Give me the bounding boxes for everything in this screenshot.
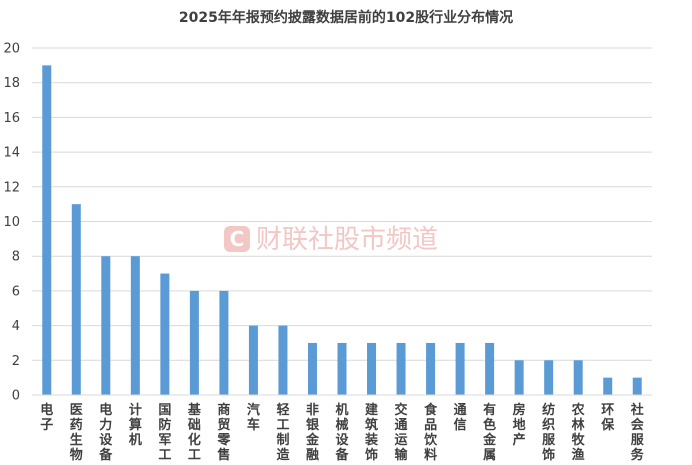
bar-16 <box>485 342 495 395</box>
y-tick-label: 8 <box>12 250 20 265</box>
y-tick-label: 14 <box>3 146 20 161</box>
x-tick-label: 非银金融 <box>305 402 320 463</box>
y-tick-label: 20 <box>3 42 20 57</box>
bar-10 <box>307 342 317 395</box>
x-tick-label: 医药生物 <box>70 403 83 463</box>
bar-5 <box>160 273 170 395</box>
x-tick-label: 有色金属 <box>482 402 497 463</box>
bar-13 <box>396 342 406 395</box>
x-tick-label: 基础化工 <box>187 402 202 463</box>
x-tick-label: 环保 <box>600 403 615 433</box>
bar-6 <box>189 290 199 395</box>
y-tick-label: 16 <box>3 111 20 126</box>
bar-20 <box>603 377 613 395</box>
x-tick-label: 电子 <box>40 402 53 433</box>
bar-12 <box>367 342 377 395</box>
x-tick-label: 通信 <box>454 402 467 433</box>
x-tick-label: 电力设备 <box>98 402 113 463</box>
bar-19 <box>573 360 583 395</box>
bar-3 <box>101 256 111 395</box>
bar-14 <box>426 342 436 395</box>
bar-18 <box>544 360 554 395</box>
bar-4 <box>130 256 140 395</box>
x-tick-label: 社会服务 <box>630 402 645 463</box>
bars <box>42 65 642 395</box>
bar-9 <box>278 325 288 395</box>
gridlines <box>32 47 652 361</box>
x-tick-label: 机械设备 <box>334 402 349 463</box>
x-tick-label: 计算机 <box>129 402 142 448</box>
chart-title: 2025年年报预约披露数据居前的102股行业分布情况 <box>179 9 513 26</box>
x-tick-label: 商贸零售 <box>216 402 231 463</box>
bar-2 <box>71 204 81 395</box>
x-tick-label: 房地产 <box>513 402 526 448</box>
x-tick-label: 食品饮料 <box>423 402 438 463</box>
bar-1 <box>42 65 52 395</box>
x-tick-label: 轻工制造 <box>276 402 290 463</box>
bar-11 <box>337 342 347 395</box>
x-tick-label: 国防军工 <box>158 403 171 463</box>
bar-7 <box>219 290 229 395</box>
watermark-logo-letter: C <box>230 227 245 251</box>
y-tick-label: 6 <box>12 284 20 299</box>
y-tick-label: 10 <box>3 215 20 230</box>
bar-15 <box>455 342 465 395</box>
y-tick-label: 2 <box>12 354 20 369</box>
y-tick-label: 0 <box>12 389 20 404</box>
y-tick-label: 12 <box>3 180 20 195</box>
watermark: C 财联社股市频道 <box>224 225 438 255</box>
y-axis-ticks: 0 2 4 6 8 10 12 14 16 18 20 <box>3 42 20 404</box>
y-tick-label: 4 <box>12 319 20 334</box>
x-tick-label: 建筑装饰 <box>364 402 378 463</box>
y-tick-label: 18 <box>3 76 20 91</box>
bar-21 <box>632 377 642 395</box>
watermark-text: 财联社股市频道 <box>256 225 438 255</box>
x-tick-label: 农林牧渔 <box>571 402 586 463</box>
x-tick-label: 纺织服饰 <box>542 402 556 463</box>
x-tick-label: 汽车 <box>247 402 260 433</box>
x-tick-label: 交通运输 <box>395 402 409 463</box>
watermark-logo <box>224 226 250 252</box>
bar-17 <box>514 360 524 395</box>
bar-8 <box>248 325 258 395</box>
